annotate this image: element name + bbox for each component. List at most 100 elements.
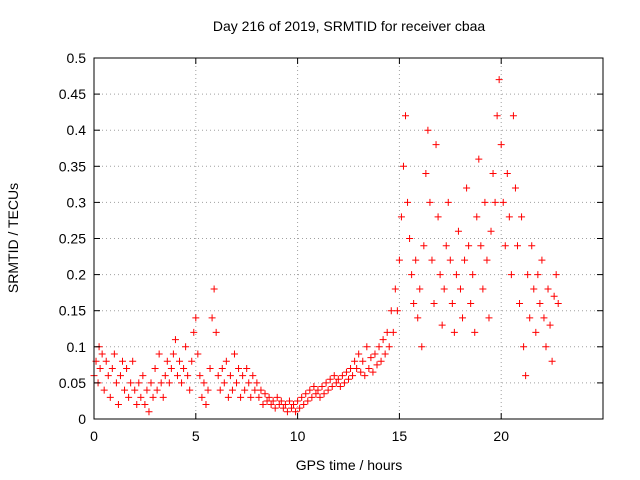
data-point [493, 112, 501, 120]
data-point [432, 141, 440, 149]
data-point [112, 379, 120, 387]
data-point [495, 76, 503, 84]
plot-border [93, 57, 604, 420]
data-point [389, 328, 397, 336]
data-point [296, 404, 304, 412]
data-point [483, 256, 491, 264]
y-axis-ticks: 0 0.05 0.1 0.15 0.2 0.25 0.3 0.35 0.4 0.45 0.5 [59, 50, 603, 427]
data-point [518, 213, 526, 221]
y-tick-label: 0.4 [67, 122, 87, 138]
data-point [489, 170, 497, 178]
data-point [379, 336, 387, 344]
data-point [503, 170, 511, 178]
x-axis-label: GPS time / hours [296, 457, 403, 473]
data-point [355, 350, 363, 358]
data-point [302, 390, 310, 398]
data-point [255, 393, 263, 401]
data-point [163, 357, 171, 365]
data-point [320, 390, 328, 398]
data-point [131, 386, 139, 394]
data-point [410, 299, 418, 307]
data-point [442, 242, 450, 250]
data-point [359, 357, 367, 365]
data-point [114, 401, 122, 409]
data-point [190, 328, 198, 336]
data-point [499, 198, 507, 206]
data-point [308, 393, 316, 401]
data-point [243, 364, 251, 372]
data-point [387, 307, 395, 315]
data-point [430, 299, 438, 307]
data-point [338, 372, 346, 380]
data-point [267, 401, 275, 409]
data-point [524, 271, 532, 279]
data-point [528, 242, 536, 250]
data-point [259, 401, 267, 409]
data-point [479, 285, 487, 293]
x-tick-label: 5 [192, 428, 200, 444]
data-point [538, 256, 546, 264]
data-point [145, 408, 153, 416]
data-point [96, 364, 104, 372]
data-point [367, 354, 375, 362]
data-point [357, 368, 365, 376]
data-point [434, 213, 442, 221]
data-point [347, 364, 355, 372]
data-point [420, 242, 428, 250]
data-point [467, 299, 475, 307]
data-point [173, 372, 181, 380]
data-point [275, 401, 283, 409]
y-tick-label: 0.05 [59, 375, 86, 391]
data-point [328, 383, 336, 391]
data-point [218, 364, 226, 372]
data-point [440, 285, 448, 293]
y-tick-label: 0.3 [67, 194, 87, 210]
data-point [554, 299, 562, 307]
data-point [169, 350, 177, 358]
data-point [123, 364, 131, 372]
x-tick-label: 15 [392, 428, 408, 444]
data-point [285, 397, 293, 405]
data-point [263, 397, 271, 405]
data-point [345, 375, 352, 383]
data-point [428, 256, 436, 264]
data-point [385, 343, 393, 351]
data-point [422, 170, 430, 178]
data-point [469, 271, 477, 279]
x-axis-ticks: 0 5 10 15 20 [90, 58, 509, 444]
data-point [371, 350, 379, 358]
data-point [463, 184, 471, 192]
data-point [261, 390, 269, 398]
data-point [141, 401, 149, 409]
data-point [133, 401, 141, 409]
data-point [153, 386, 161, 394]
data-point [477, 242, 485, 250]
data-point [511, 184, 519, 192]
data-point [212, 328, 220, 336]
data-point [180, 364, 188, 372]
data-point [330, 372, 338, 380]
data-point [102, 357, 110, 365]
data-point [182, 343, 190, 351]
data-point [342, 368, 350, 376]
data-point [408, 271, 416, 279]
data-point [365, 364, 373, 372]
data-point [383, 328, 391, 336]
data-point [226, 372, 234, 380]
data-point [391, 285, 399, 293]
data-point [202, 401, 210, 409]
data-point [544, 285, 552, 293]
data-point [424, 126, 432, 134]
data-point [269, 397, 277, 405]
data-point [448, 299, 456, 307]
data-point [436, 271, 444, 279]
data-point [304, 397, 312, 405]
data-points [90, 76, 562, 416]
data-point [314, 386, 322, 394]
data-point [149, 393, 157, 401]
data-point [530, 285, 538, 293]
data-point [324, 386, 332, 394]
data-point [406, 235, 414, 242]
data-point [393, 307, 401, 315]
